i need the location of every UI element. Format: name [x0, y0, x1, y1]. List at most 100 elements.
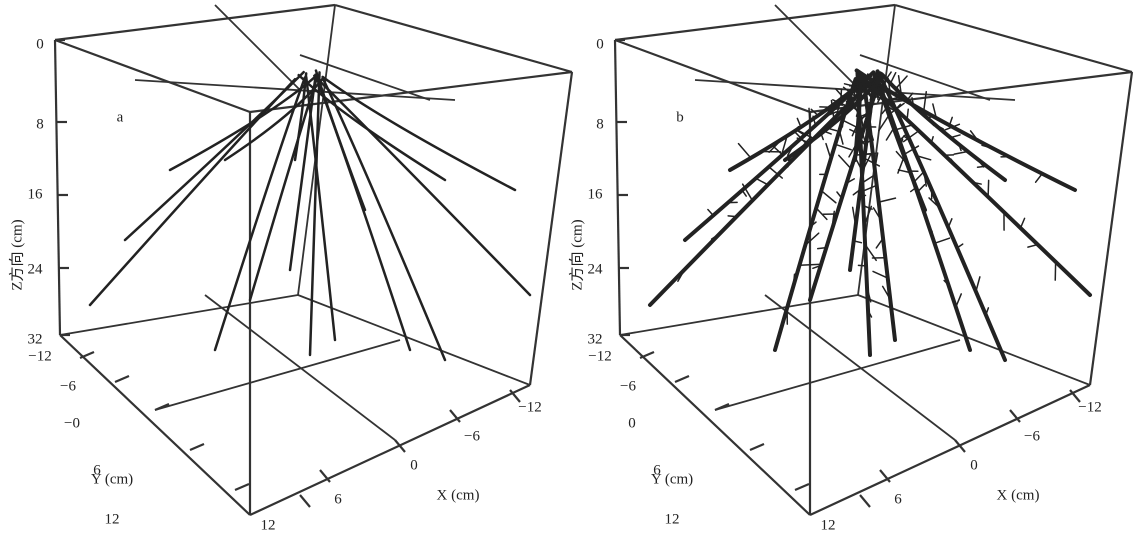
- root-branch: [864, 139, 872, 145]
- grid-line: [134, 79, 456, 101]
- x-tick-label: −6: [1024, 428, 1040, 444]
- root-branch: [985, 307, 990, 316]
- root-branch: [841, 117, 845, 128]
- root-branch: [707, 208, 715, 217]
- root-branch: [825, 111, 838, 117]
- root-branch: [832, 103, 844, 106]
- root-branch: [845, 99, 856, 114]
- root-branch: [677, 268, 686, 283]
- y-tick-label: 0: [628, 415, 636, 431]
- root-branch: [932, 103, 938, 119]
- box-edge: [614, 3, 896, 42]
- y-tick-label: −0: [64, 415, 80, 431]
- y-tick-label: 12: [665, 511, 680, 527]
- root-branch: [917, 183, 926, 193]
- root: [773, 77, 858, 352]
- root: [213, 76, 307, 352]
- x-tick-label: 0: [970, 457, 978, 473]
- root-branch: [792, 273, 796, 287]
- grid-line: [154, 339, 401, 411]
- root-branch: [737, 142, 752, 159]
- root-branch: [915, 154, 932, 161]
- root-branch: [956, 243, 964, 249]
- root-branch: [1024, 164, 1033, 169]
- root-branch: [922, 90, 928, 112]
- box-edge: [249, 384, 531, 516]
- root-branch: [856, 137, 860, 147]
- box-edge: [894, 3, 1133, 74]
- root-branch: [804, 232, 820, 246]
- root-branch: [793, 130, 808, 146]
- root: [304, 75, 337, 342]
- root-branch: [798, 136, 812, 151]
- root-branch: [741, 189, 747, 197]
- root-branch: [987, 179, 990, 198]
- tick-mark: [299, 494, 311, 508]
- x-tick-label: −12: [1078, 399, 1101, 415]
- y-tick-label: 6: [93, 462, 101, 478]
- tick-mark: [1069, 389, 1081, 403]
- root-branch: [827, 127, 838, 132]
- z-tick-label: 24: [588, 261, 604, 277]
- root-branch: [953, 150, 969, 155]
- tick-mark: [954, 439, 966, 453]
- y-tick-label: −12: [588, 348, 611, 364]
- root-branch: [950, 158, 960, 170]
- root-branch: [958, 143, 962, 152]
- root-branch: [863, 157, 881, 167]
- box-edge: [1088, 71, 1134, 386]
- root-branch: [759, 184, 769, 194]
- root-branch: [897, 75, 902, 96]
- root-branch: [906, 108, 910, 121]
- root-branch: [949, 134, 961, 139]
- root-branch: [875, 237, 884, 249]
- root-branch: [848, 143, 858, 158]
- root-branch: [885, 125, 896, 141]
- y-tick-label: −6: [60, 378, 76, 394]
- root: [288, 75, 317, 272]
- tick-mark: [234, 482, 250, 492]
- x-axis-title: X (cm): [437, 487, 480, 503]
- root-branch: [857, 111, 873, 119]
- root-branch: [727, 215, 738, 218]
- root-branch: [887, 77, 891, 93]
- root-branch: [840, 88, 843, 100]
- grid-line: [214, 4, 301, 91]
- root-branch: [810, 221, 817, 227]
- root-branch: [865, 73, 869, 95]
- root-branch: [839, 105, 847, 119]
- tick-mark: [749, 442, 765, 452]
- root-branch: [848, 90, 862, 94]
- tick-mark: [859, 494, 871, 508]
- root-branch: [940, 262, 946, 272]
- z-tick-label: 24: [28, 261, 44, 277]
- back-edge: [59, 294, 299, 336]
- root-branch: [961, 257, 968, 270]
- root-branch: [874, 152, 879, 171]
- root-branch: [838, 129, 844, 145]
- root-branch: [816, 246, 828, 250]
- tick-mark: [79, 350, 95, 360]
- root-branch: [838, 154, 852, 170]
- root-branch: [856, 195, 860, 212]
- root-branch: [768, 166, 783, 179]
- tick-mark: [1009, 409, 1021, 423]
- tick-mark: [394, 439, 406, 453]
- tick-mark: [154, 402, 170, 412]
- root-branch: [830, 210, 836, 232]
- root: [875, 69, 1007, 362]
- box-edge: [809, 384, 1091, 516]
- root-branch: [928, 197, 941, 209]
- tick-mark: [714, 402, 730, 412]
- root-branch: [859, 124, 866, 141]
- box-edge: [334, 3, 573, 74]
- z-tick-label: 0: [36, 36, 44, 52]
- x-tick-label: −6: [464, 428, 480, 444]
- z-tick-label: 32: [28, 331, 43, 347]
- box-edge: [54, 3, 336, 42]
- root-branch: [975, 276, 981, 293]
- root-branch: [930, 136, 934, 144]
- box-edge: [54, 38, 251, 114]
- root-branch: [843, 83, 862, 89]
- root: [297, 73, 447, 182]
